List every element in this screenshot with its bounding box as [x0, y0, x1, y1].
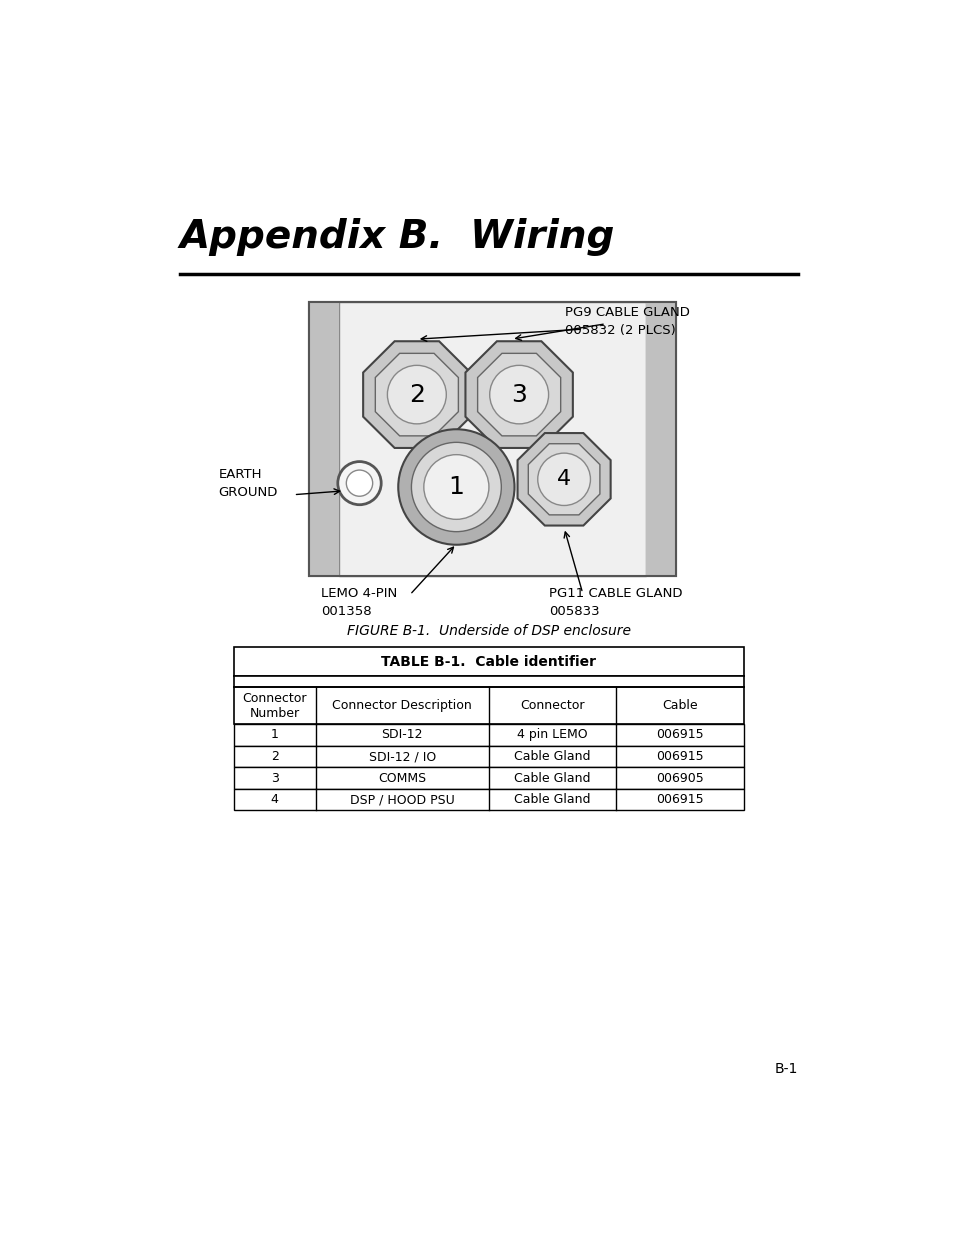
Bar	[233, 767, 743, 789]
Circle shape	[397, 430, 514, 545]
Text: Connector
Number: Connector Number	[242, 692, 307, 720]
Text: PG11 CABLE GLAND
005833: PG11 CABLE GLAND 005833	[549, 587, 682, 618]
Text: Connector: Connector	[520, 699, 584, 713]
Text: FIGURE B-1.  Underside of DSP enclosure: FIGURE B-1. Underside of DSP enclosure	[347, 624, 630, 638]
Text: Cable: Cable	[661, 699, 698, 713]
Circle shape	[423, 454, 488, 520]
Text: LEMO 4-PIN
001358: LEMO 4-PIN 001358	[320, 587, 396, 618]
Polygon shape	[528, 443, 599, 515]
Circle shape	[346, 471, 373, 496]
Bar	[233, 687, 743, 724]
Text: 1: 1	[448, 475, 464, 499]
Text: SDI-12: SDI-12	[381, 729, 422, 741]
Text: 1: 1	[271, 729, 278, 741]
Circle shape	[337, 462, 381, 505]
Circle shape	[537, 453, 590, 505]
Polygon shape	[375, 353, 457, 436]
Bar	[233, 677, 743, 687]
Text: 3: 3	[511, 383, 527, 406]
Text: 3: 3	[271, 772, 278, 784]
Bar	[233, 647, 743, 677]
Text: 2: 2	[271, 750, 278, 763]
Text: TABLE B-1.  Cable identifier: TABLE B-1. Cable identifier	[381, 655, 596, 669]
Polygon shape	[517, 433, 610, 526]
Text: 4: 4	[557, 469, 571, 489]
Bar	[233, 746, 743, 767]
Bar	[309, 303, 338, 576]
Bar	[233, 789, 743, 810]
Bar	[309, 303, 675, 576]
Bar	[309, 303, 675, 576]
Bar	[645, 303, 675, 576]
Text: 4 pin LEMO: 4 pin LEMO	[517, 729, 587, 741]
Text: COMMS: COMMS	[377, 772, 426, 784]
Polygon shape	[363, 341, 470, 448]
Text: Cable Gland: Cable Gland	[514, 772, 590, 784]
Text: 4: 4	[271, 793, 278, 806]
Polygon shape	[477, 353, 560, 436]
Polygon shape	[465, 341, 572, 448]
Circle shape	[387, 366, 446, 424]
Text: 006915: 006915	[656, 750, 703, 763]
Text: 006915: 006915	[656, 793, 703, 806]
Text: 006915: 006915	[656, 729, 703, 741]
Bar	[233, 724, 743, 746]
Text: EARTH
GROUND: EARTH GROUND	[218, 468, 277, 499]
Text: 2: 2	[409, 383, 424, 406]
Text: DSP / HOOD PSU: DSP / HOOD PSU	[350, 793, 455, 806]
Text: Connector Description: Connector Description	[332, 699, 472, 713]
Text: B-1: B-1	[774, 1062, 798, 1076]
Text: SDI-12 / IO: SDI-12 / IO	[368, 750, 436, 763]
Circle shape	[489, 366, 548, 424]
Text: Cable Gland: Cable Gland	[514, 793, 590, 806]
Text: Cable Gland: Cable Gland	[514, 750, 590, 763]
Text: PG9 CABLE GLAND
005832 (2 PLCS): PG9 CABLE GLAND 005832 (2 PLCS)	[564, 306, 689, 337]
Bar	[338, 303, 645, 576]
Text: Appendix B.  Wiring: Appendix B. Wiring	[179, 219, 615, 257]
Circle shape	[411, 442, 500, 531]
Text: 006905: 006905	[656, 772, 703, 784]
